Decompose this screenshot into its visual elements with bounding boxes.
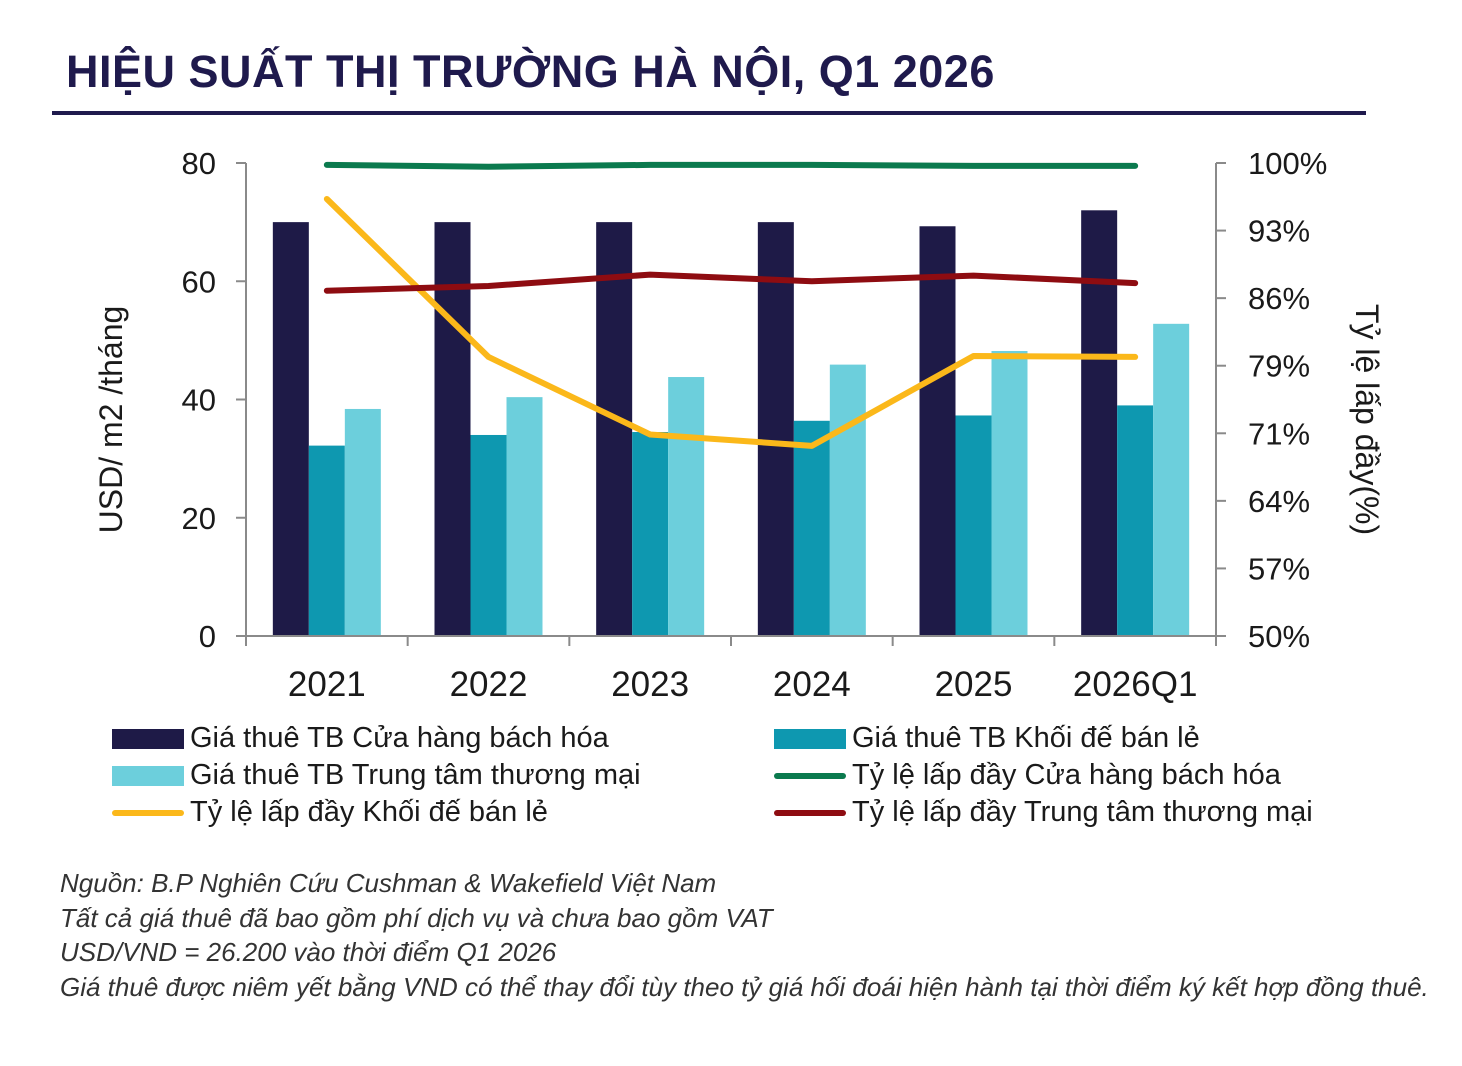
note-source: Nguồn: B.P Nghiên Cứu Cushman & Wakefiel… bbox=[60, 868, 717, 898]
bar-2-4 bbox=[991, 351, 1028, 636]
legend-swatch bbox=[112, 809, 184, 816]
legend-item-bar-1: Giá thuê TB Khối đế bán lẻ bbox=[774, 722, 1200, 755]
legend-swatch bbox=[112, 765, 184, 786]
bar-1-5 bbox=[1117, 405, 1154, 636]
x-tick-label: 2023 bbox=[611, 665, 689, 704]
y-right-tick-label: 86% bbox=[1248, 281, 1310, 316]
bar-2-0 bbox=[344, 408, 381, 636]
line-series-0 bbox=[323, 161, 1139, 170]
x-tick-label: 2026Q1 bbox=[1073, 665, 1198, 704]
y-left-tick-label: 80 bbox=[182, 146, 216, 181]
x-tick-label: 2025 bbox=[935, 665, 1013, 704]
bar-0-1 bbox=[434, 222, 471, 636]
chart-area: 0 20 40 60 80 50% 57% 64% 71% 79% 86% 93% 100% 2021 20… bbox=[93, 146, 1385, 704]
legend-item-line-2: Tỷ lệ lấp đầy Trung tâm thương mại bbox=[774, 796, 1313, 829]
bar-0-0 bbox=[272, 222, 309, 636]
source-notes: Nguồn: B.P Nghiên Cứu Cushman & Wakefiel… bbox=[60, 866, 1440, 1004]
legend-label: Giá thuê TB Khối đế bán lẻ bbox=[852, 722, 1200, 754]
line-series-1 bbox=[323, 195, 1139, 449]
bar-1-0 bbox=[308, 445, 345, 636]
y-right-tick-label: 71% bbox=[1248, 416, 1310, 451]
legend-swatch bbox=[774, 772, 846, 779]
y-right-tick-label: 93% bbox=[1248, 214, 1310, 249]
y-left-tick-label: 60 bbox=[182, 264, 216, 299]
note-vnd-pricing: Giá thuê được niêm yết bằng VND có thể t… bbox=[60, 971, 1429, 1002]
x-tick-label: 2022 bbox=[450, 665, 528, 704]
y-right-tick-label: 100% bbox=[1248, 146, 1327, 181]
x-tick-label: 2021 bbox=[288, 665, 366, 704]
bar-0-4 bbox=[919, 226, 956, 637]
bar-2-1 bbox=[506, 397, 543, 636]
legend-label: Tỷ lệ lấp đầy Khối đế bán lẻ bbox=[190, 796, 548, 828]
legend-swatch bbox=[774, 728, 846, 749]
legend-label: Tỷ lệ lấp đầy Trung tâm thương mại bbox=[852, 796, 1313, 828]
y-left-tick-label: 0 bbox=[199, 619, 216, 654]
y-right-axis-title: Tỷ lệ lấp đầy(%) bbox=[1349, 304, 1385, 535]
legend-swatch bbox=[112, 728, 184, 749]
y-right-tick-label: 50% bbox=[1248, 619, 1310, 654]
bar-1-3 bbox=[793, 420, 830, 636]
bar-2-2 bbox=[668, 377, 705, 636]
y-left-tick-label: 40 bbox=[182, 383, 216, 418]
bar-2-3 bbox=[829, 364, 866, 636]
note-vat: Tất cả giá thuê đã bao gồm phí dịch vụ v… bbox=[60, 902, 773, 933]
line-series-2 bbox=[323, 271, 1139, 294]
bar-1-2 bbox=[632, 432, 669, 636]
note-exchange-rate: USD/VND = 26.200 vào thời điểm Q1 2026 bbox=[60, 937, 557, 967]
y-left-tick-label: 20 bbox=[182, 501, 216, 536]
bar-0-2 bbox=[596, 222, 633, 636]
bar-1-4 bbox=[955, 415, 992, 636]
y-right-tick-label: 79% bbox=[1248, 349, 1310, 384]
title-underline bbox=[52, 111, 1366, 115]
legend-item-bar-0: Giá thuê TB Cửa hàng bách hóa bbox=[112, 722, 609, 755]
chart-title: HIỆU SUẤT THỊ TRƯỜNG HÀ NỘI, Q1 2026 bbox=[66, 46, 995, 97]
y-right-tick-label: 64% bbox=[1248, 484, 1310, 519]
legend-item-bar-2: Giá thuê TB Trung tâm thương mại bbox=[112, 759, 641, 792]
legend-item-line-0: Tỷ lệ lấp đầy Cửa hàng bách hóa bbox=[774, 759, 1281, 792]
bar-0-3 bbox=[757, 222, 794, 636]
legend-item-line-1: Tỷ lệ lấp đầy Khối đế bán lẻ bbox=[112, 796, 548, 829]
bar-1-1 bbox=[470, 434, 507, 636]
y-left-axis-title: USD/ m2 /tháng bbox=[93, 306, 129, 534]
legend-label: Giá thuê TB Cửa hàng bách hóa bbox=[190, 722, 609, 754]
y-right-tick-label: 57% bbox=[1248, 551, 1310, 586]
legend-label: Giá thuê TB Trung tâm thương mại bbox=[190, 759, 641, 791]
legend-label: Tỷ lệ lấp đầy Cửa hàng bách hóa bbox=[852, 759, 1281, 791]
bar-2-5 bbox=[1153, 323, 1190, 636]
x-tick-label: 2024 bbox=[773, 665, 851, 704]
bar-0-5 bbox=[1081, 210, 1118, 637]
legend-swatch bbox=[774, 809, 846, 816]
